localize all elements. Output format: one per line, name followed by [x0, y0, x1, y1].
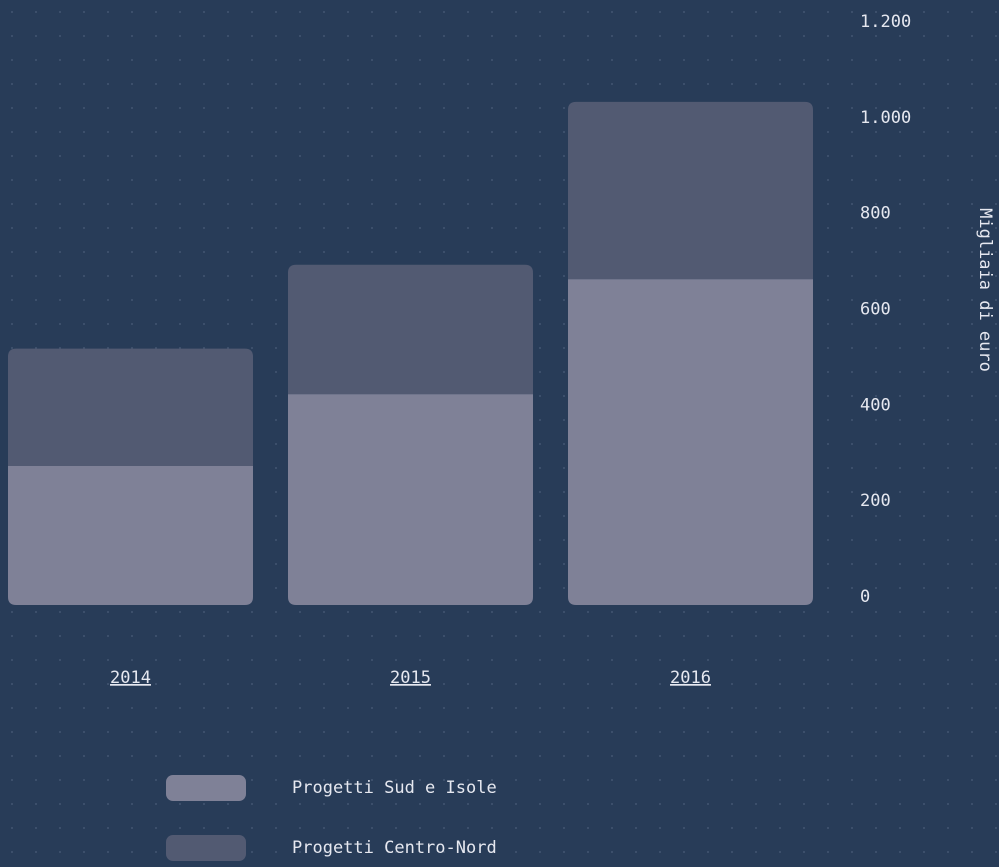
y-tick-label: 1.000 — [860, 108, 911, 128]
bar-segment — [568, 279, 813, 605]
y-axis-title: Migliaia di euro — [975, 208, 995, 372]
y-tick-label: 0 — [860, 587, 870, 607]
bar-segment — [568, 101, 813, 280]
y-tick-label: 400 — [860, 395, 891, 415]
y-tick-label: 1.200 — [860, 12, 911, 32]
legend-label: Progetti Centro-Nord — [292, 838, 497, 858]
x-tick-label: 2014 — [110, 668, 151, 688]
legend-swatch — [166, 835, 246, 861]
y-tick-label: 200 — [860, 491, 891, 511]
bar-segment — [8, 466, 253, 605]
x-tick-label: 2015 — [390, 668, 431, 688]
y-tick-label: 600 — [860, 300, 891, 320]
y-tick-label: 800 — [860, 204, 891, 224]
bar-segment — [288, 264, 533, 395]
x-tick-label: 2016 — [670, 668, 711, 688]
bar-segment — [288, 394, 533, 605]
legend-swatch — [166, 775, 246, 801]
bar-segment — [8, 348, 253, 467]
legend-label: Progetti Sud e Isole — [292, 778, 497, 798]
